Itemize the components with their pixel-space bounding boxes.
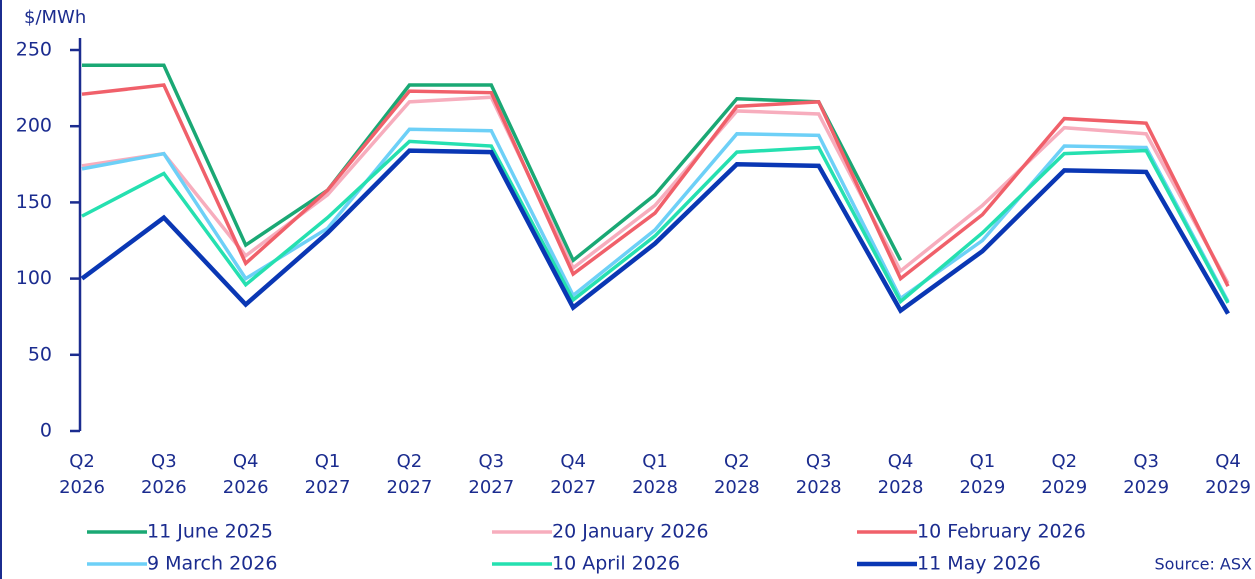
line-series (80, 148, 1230, 315)
x-tick-label: Q3 2028 (795, 451, 842, 498)
x-tick-label: Q1 2028 (632, 451, 678, 498)
x-tick-label: Q4 2029 (1205, 451, 1251, 498)
line-series (81, 95, 1230, 285)
x-tick-label: Q2 2029 (1041, 451, 1088, 498)
x-tick-label: Q3 2026 (140, 451, 187, 498)
x-tick-label: Q3 2029 (1123, 451, 1170, 498)
x-tick-label: Q2 2026 (59, 451, 105, 498)
y-tick-label: 100 (16, 267, 52, 289)
x-tick-label: Q2 2028 (713, 451, 760, 498)
x-tick-label: Q4 2026 (222, 451, 269, 498)
y-tick-label: 0 (40, 420, 52, 442)
legend-label: 10 February 2026 (917, 521, 1086, 543)
line-series (81, 83, 1230, 288)
source-note: Source: ASX (1155, 555, 1253, 574)
y-axis-label: $/MWh (24, 7, 86, 28)
line-series (81, 127, 1230, 303)
legend-label: 10 April 2026 (552, 553, 680, 575)
x-tick-label: Q4 2027 (550, 451, 597, 498)
y-tick-label: 50 (28, 343, 52, 365)
legend-label: 20 January 2026 (552, 521, 709, 543)
x-tick-label: Q1 2029 (959, 451, 1006, 498)
x-tick-label: Q1 2027 (304, 451, 351, 498)
legend-label: 9 March 2026 (147, 553, 277, 575)
y-tick-label: 250 (16, 39, 52, 61)
line-series (81, 139, 1230, 305)
y-tick-label: 150 (16, 191, 52, 213)
legend-label: 11 May 2026 (917, 553, 1041, 575)
line-series (82, 63, 903, 264)
y-tick-label: 200 (16, 115, 52, 137)
x-tick-label: Q4 2028 (877, 451, 924, 498)
x-tick-label: Q2 2027 (386, 451, 433, 498)
legend-label: 11 June 2025 (147, 521, 273, 543)
x-tick-label: Q3 2027 (468, 451, 515, 498)
